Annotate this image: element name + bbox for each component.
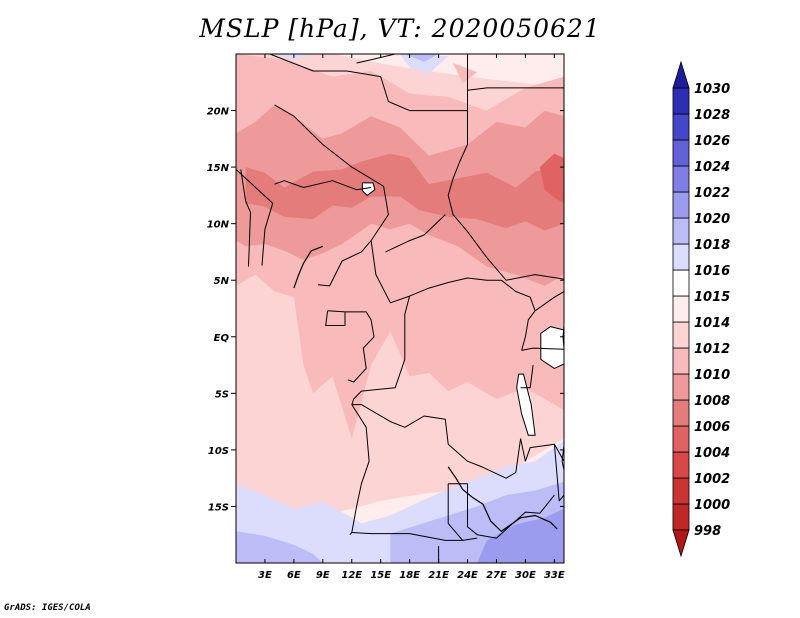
colorbar-label: 1015: [694, 290, 730, 305]
colorbar-box: [672, 373, 690, 401]
country-border: [521, 347, 564, 351]
colorbar-label: 1026: [694, 134, 730, 149]
colorbar-label: 1000: [694, 498, 730, 513]
colorbar-label: 1024: [694, 160, 730, 175]
y-tick-label: 5S: [215, 389, 229, 400]
country-border: [274, 104, 389, 287]
pressure-region-1018: [236, 531, 323, 563]
y-tick-label: 20N: [207, 107, 230, 118]
x-tick-label: 21E: [428, 570, 449, 581]
colorbar-label: 1022: [694, 186, 730, 201]
colorbar-box: [672, 191, 690, 219]
lake-outline: [361, 182, 376, 197]
colorbar-box: [672, 139, 690, 167]
colorbar-label: 1008: [694, 394, 730, 409]
x-tick-label: 12E: [341, 570, 362, 581]
x-tick-label: 27E: [486, 570, 507, 581]
colorbar: 998 1000 1002 1004 1006 1008 1010 1012 1014 1015 1…: [672, 60, 730, 558]
colorbar-box: [672, 347, 690, 375]
country-border: [467, 87, 564, 91]
colorbar-box: [672, 165, 690, 193]
colorbar-box: [672, 503, 690, 531]
x-tick-label: 9E: [316, 570, 330, 581]
y-tick-label: 10N: [207, 220, 230, 231]
country-border: [240, 169, 251, 267]
river-line: [447, 466, 558, 533]
colorbar-label: 1004: [694, 446, 730, 461]
credit-text: GrADS: IGES/COLA: [4, 603, 91, 613]
y-tick-label: 15S: [208, 502, 229, 513]
country-border: [325, 310, 346, 326]
x-tick-label: 3E: [258, 570, 272, 581]
pressure-region-1010: [453, 63, 478, 84]
country-border: [553, 444, 564, 502]
colorbar-box: [672, 477, 690, 505]
river-line: [293, 245, 324, 289]
colorbar-label: 1014: [694, 316, 730, 331]
lake-outline: [540, 326, 564, 369]
colorbar-label: 1002: [694, 472, 730, 487]
x-tick-label: 30E: [515, 570, 536, 581]
country-border: [274, 180, 372, 191]
colorbar-label: 1030: [694, 82, 730, 97]
colorbar-box: [672, 451, 690, 479]
country-border: [269, 54, 468, 112]
country-border: [534, 291, 564, 312]
colorbar-label: 1012: [694, 342, 730, 357]
colorbar-label: 1010: [694, 368, 730, 383]
x-tick-label: 15E: [370, 570, 391, 581]
colorbar-label: 1028: [694, 108, 730, 123]
colorbar-box: [672, 113, 690, 141]
y-tick-label: EQ: [214, 333, 230, 344]
map-field: [236, 54, 564, 563]
country-border: [236, 169, 274, 266]
x-tick-label: 6E: [287, 570, 301, 581]
country-border: [351, 295, 411, 405]
country-border: [520, 365, 534, 389]
pressure-region-1016: [400, 54, 449, 74]
colorbar-label: 1006: [694, 420, 730, 435]
axes: 3E 6E 9E 12E 15E 18E 21E 24E 27E 30E 33E 20N 15N 10N 5…: [207, 54, 565, 581]
colorbar-box: [672, 295, 690, 323]
colorbar-box: [672, 87, 690, 115]
country-border: [351, 404, 522, 479]
pressure-region-1006: [245, 153, 564, 231]
colorbar-label: 998: [694, 524, 721, 539]
y-tick-label: 10S: [208, 446, 229, 457]
x-tick-label: 18E: [399, 570, 420, 581]
y-tick-label: 5N: [214, 276, 230, 287]
x-tick-label: 33E: [544, 570, 565, 581]
country-border: [447, 110, 564, 281]
plot-frame: [235, 53, 565, 564]
colorbar-box: [672, 269, 690, 297]
x-tick-label: 24E: [457, 570, 478, 581]
colorbar-box: [672, 243, 690, 271]
country-border: [447, 483, 464, 541]
pressure-region-1020: [477, 508, 564, 563]
colorbar-box: [672, 399, 690, 427]
colorbar-box: [672, 217, 690, 245]
lake-outline: [516, 373, 536, 436]
country-border: [370, 240, 502, 304]
country-border: [385, 214, 446, 253]
y-tick-label: 15N: [207, 163, 230, 174]
colorbar-min-triangle: [672, 529, 690, 558]
colorbar-label: 1016: [694, 264, 730, 279]
country-border: [448, 483, 555, 539]
country-border: [351, 532, 478, 541]
chart-title: MSLP [hPa], VT: 2020050621: [199, 14, 601, 43]
colorbar-box: [672, 425, 690, 453]
pressure-region-1004: [539, 153, 564, 204]
colorbar-max-triangle: [672, 60, 690, 89]
colorbar-label: 1020: [694, 212, 730, 227]
colorbar-box: [672, 321, 690, 349]
country-border: [520, 438, 564, 462]
country-border: [327, 310, 375, 383]
pressure-region-1018: [404, 54, 439, 62]
colorbar-label: 1018: [694, 238, 730, 253]
country-border: [356, 54, 396, 64]
